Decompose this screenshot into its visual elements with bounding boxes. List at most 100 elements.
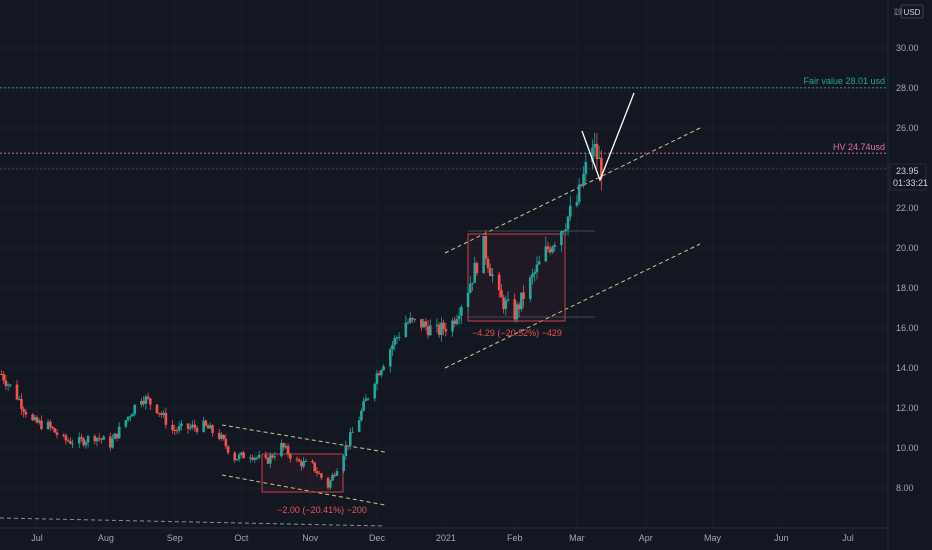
candle-body	[411, 318, 414, 320]
candle-body	[173, 430, 177, 432]
x-tick-label: May	[704, 533, 722, 543]
candle-body	[257, 454, 261, 458]
candle-body	[335, 471, 339, 476]
candle-body	[300, 461, 303, 467]
candle-body	[171, 424, 174, 431]
candle-body	[269, 455, 272, 464]
candle-body	[20, 398, 23, 409]
candle-body	[189, 427, 192, 429]
candle-body	[186, 423, 190, 429]
candle-body	[249, 457, 252, 459]
candle-body	[437, 324, 441, 335]
y-tick-label: 18.00	[896, 283, 919, 293]
candle-body	[504, 300, 508, 309]
candle-body	[393, 337, 397, 345]
candle-body	[117, 426, 121, 439]
x-tick-label: Sep	[167, 533, 183, 543]
candle-body	[84, 442, 88, 446]
candle-body	[326, 477, 330, 488]
candle-body	[382, 366, 385, 371]
candle-body	[562, 231, 565, 233]
candle-body	[442, 322, 445, 330]
candle-body	[62, 434, 65, 436]
candle-body	[551, 246, 554, 253]
candle-body	[235, 459, 239, 461]
x-tick-label: Apr	[639, 533, 653, 543]
candle-body	[24, 411, 28, 415]
candle-body	[388, 349, 392, 367]
candle-body	[51, 426, 54, 429]
candle-body	[102, 436, 105, 440]
candle-body	[311, 460, 314, 463]
candle-body	[457, 315, 461, 320]
candle-body	[313, 462, 317, 472]
candle-body	[424, 321, 428, 327]
candle-body	[591, 147, 594, 162]
candle-body	[46, 421, 50, 429]
candle-body	[488, 268, 492, 277]
candle-body	[149, 398, 152, 405]
candle-body	[133, 404, 137, 415]
candle-body	[471, 282, 474, 284]
candle-body	[466, 292, 470, 307]
candle-body	[115, 433, 119, 439]
candle-body	[264, 454, 268, 458]
candle-body	[97, 437, 101, 439]
candle-body	[6, 384, 10, 386]
currency-badge[interactable]: USD	[900, 4, 924, 19]
candle-body	[155, 404, 159, 414]
projection-line-path[interactable]	[581, 92, 635, 182]
candle-body	[320, 473, 323, 478]
candle-body	[577, 184, 581, 202]
candle-body	[113, 433, 117, 439]
candle-body	[217, 432, 221, 439]
candle-body	[77, 437, 81, 444]
candle-body	[568, 205, 572, 217]
candle-body	[204, 420, 208, 426]
candle-body	[288, 454, 292, 459]
candle-body	[211, 425, 214, 433]
candle-body	[377, 373, 381, 376]
candle-body	[440, 322, 443, 335]
x-tick-label: Jul	[842, 533, 854, 543]
candle-body	[17, 398, 21, 400]
candle-body	[582, 173, 585, 186]
candle-body	[237, 454, 241, 460]
candle-body	[206, 425, 210, 429]
candle-body	[460, 306, 463, 316]
x-tick-label: 2021	[436, 533, 456, 543]
candle-body	[317, 473, 321, 475]
candle-body	[129, 416, 132, 418]
candle-body	[473, 263, 477, 283]
candle-body	[82, 438, 85, 446]
candle-body	[380, 370, 383, 376]
candle-body	[435, 324, 439, 326]
candle-body	[548, 249, 552, 253]
candle-body	[373, 383, 377, 399]
measurement-label-1: −2.00 (−20.41%) −200	[277, 505, 367, 515]
top-tick-partial: 32.00	[894, 7, 902, 17]
candle-body	[280, 443, 283, 457]
candle-body	[53, 428, 57, 433]
candle-body	[566, 216, 570, 230]
candle-body	[533, 272, 537, 274]
projection-line[interactable]	[581, 92, 635, 182]
candle-body	[513, 299, 517, 320]
candle-body	[564, 229, 568, 232]
candle-body	[391, 344, 394, 350]
candle-body	[404, 322, 408, 337]
candle-body	[408, 318, 412, 323]
y-tick-label: 26.00	[896, 123, 919, 133]
candle-body	[273, 456, 277, 458]
candle-body	[595, 143, 599, 160]
candle-body	[328, 480, 332, 488]
candle-body	[395, 337, 399, 339]
candle-body	[475, 263, 479, 274]
fair-value-label: Fair value 28.01 usd	[803, 76, 885, 86]
candle-body	[302, 461, 305, 467]
candle-body	[333, 474, 337, 476]
candle-body	[286, 446, 290, 455]
candle-body	[491, 274, 494, 277]
